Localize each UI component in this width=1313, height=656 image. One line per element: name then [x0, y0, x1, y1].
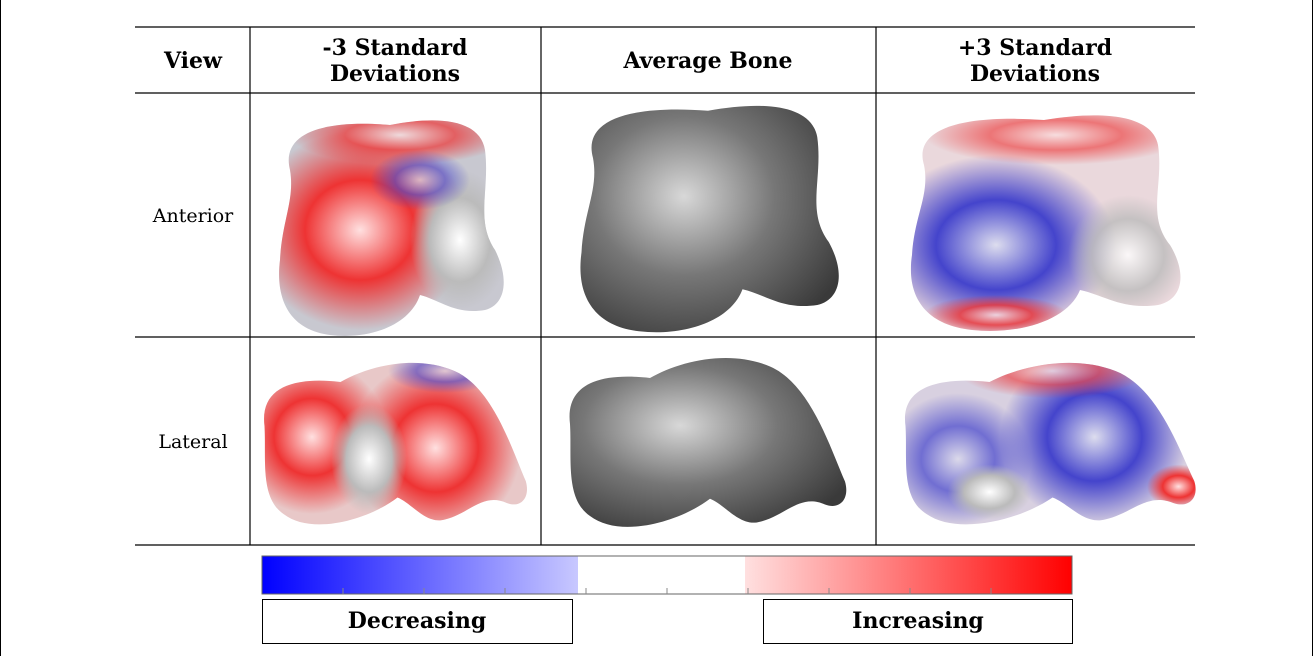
legend-label: Increasing	[852, 608, 984, 634]
bone-model	[885, 344, 1211, 526]
header-text: -3 Standard	[322, 35, 467, 61]
legend-label: Decreasing	[348, 608, 486, 634]
bone-model	[250, 105, 510, 336]
header-text: View	[163, 48, 223, 74]
header-text: Deviations	[970, 61, 1100, 87]
bone-model	[876, 105, 1188, 335]
header-text: +3 Standard	[958, 35, 1112, 61]
figure: View-3 StandardDeviationsAverage Bone+3 …	[0, 0, 1313, 656]
row-label: Lateral	[158, 431, 227, 453]
bone-model	[236, 349, 527, 536]
bone-model	[570, 358, 847, 527]
header-text: Average Bone	[622, 48, 792, 74]
header-text: Deviations	[330, 61, 460, 87]
bone-model	[580, 106, 838, 332]
row-label: Anterior	[152, 205, 234, 227]
